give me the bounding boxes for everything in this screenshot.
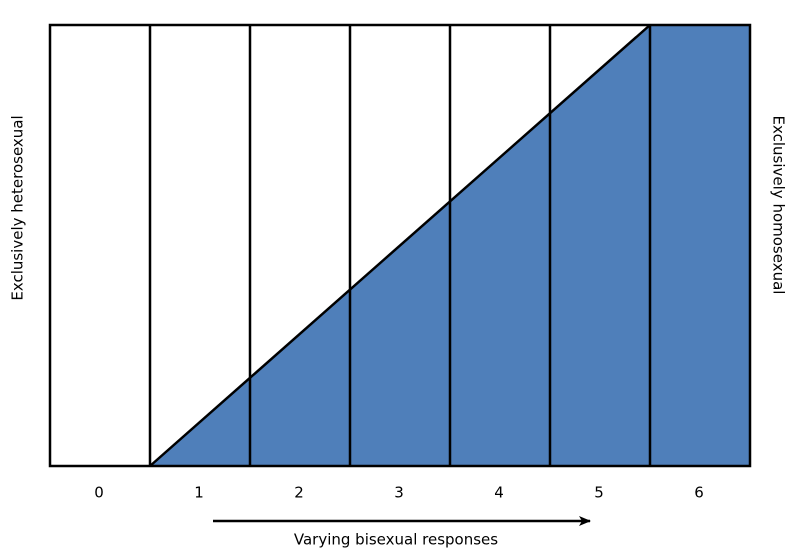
column-label: 4 [494, 484, 504, 502]
column-label: 6 [694, 484, 704, 502]
diagonal [149, 24, 651, 467]
column-labels: 0 1 2 3 4 5 6 [94, 484, 704, 502]
column-label: 2 [294, 484, 304, 502]
column-label: 3 [394, 484, 404, 502]
column-label: 5 [594, 484, 604, 502]
axis-label: Varying bisexual responses [294, 531, 498, 549]
column-label: 1 [194, 484, 204, 502]
frame [48, 23, 752, 468]
column-dividers [148, 25, 652, 466]
column-label: 0 [94, 484, 104, 502]
left-label: Exclusively heterosexual [9, 115, 27, 300]
right-label: Exclusively homosexual [770, 116, 788, 295]
